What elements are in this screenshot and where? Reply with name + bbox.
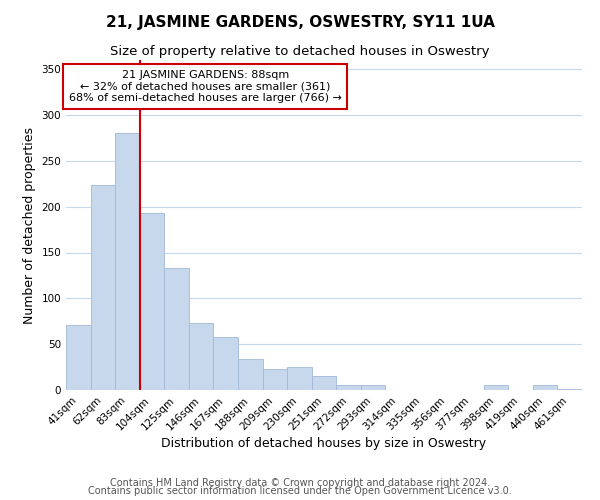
Bar: [312, 376, 336, 390]
Bar: [533, 384, 557, 390]
Bar: [140, 213, 164, 390]
Bar: [189, 323, 214, 390]
Bar: [287, 367, 312, 390]
Text: Contains HM Land Registry data © Crown copyright and database right 2024.: Contains HM Land Registry data © Crown c…: [110, 478, 490, 488]
X-axis label: Distribution of detached houses by size in Oswestry: Distribution of detached houses by size …: [161, 438, 487, 450]
Y-axis label: Number of detached properties: Number of detached properties: [23, 126, 36, 324]
Bar: [361, 384, 385, 390]
Text: 21 JASMINE GARDENS: 88sqm
← 32% of detached houses are smaller (361)
68% of semi: 21 JASMINE GARDENS: 88sqm ← 32% of detac…: [69, 70, 342, 103]
Bar: [115, 134, 140, 390]
Bar: [91, 184, 115, 390]
Bar: [164, 268, 189, 390]
Bar: [214, 337, 238, 390]
Text: Size of property relative to detached houses in Oswestry: Size of property relative to detached ho…: [110, 45, 490, 58]
Bar: [336, 386, 361, 390]
Text: Contains public sector information licensed under the Open Government Licence v3: Contains public sector information licen…: [88, 486, 512, 496]
Bar: [66, 325, 91, 390]
Text: 21, JASMINE GARDENS, OSWESTRY, SY11 1UA: 21, JASMINE GARDENS, OSWESTRY, SY11 1UA: [106, 15, 494, 30]
Bar: [263, 369, 287, 390]
Bar: [484, 384, 508, 390]
Bar: [557, 389, 582, 390]
Bar: [238, 359, 263, 390]
